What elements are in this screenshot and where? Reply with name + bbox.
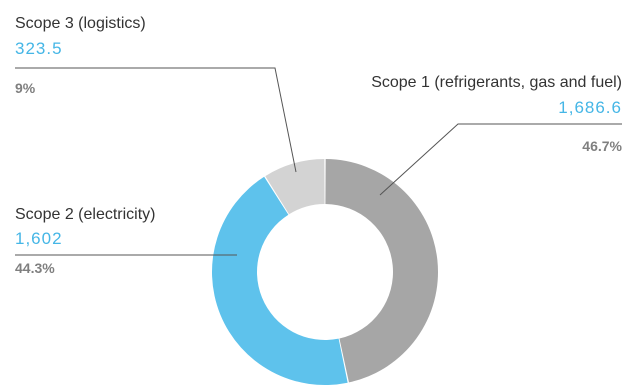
slice-label-scope-3: Scope 3 (logistics): [15, 15, 146, 32]
slice-percent-scope-2: 44.3%: [15, 260, 55, 276]
slice-value-scope-1: 1,686.6: [558, 98, 622, 117]
slice-label-scope-2: Scope 2 (electricity): [15, 206, 156, 223]
leader-line-scope-3: [15, 67, 297, 173]
slice-scope-1: [325, 159, 439, 383]
slice-label-scope-1: Scope 1 (refrigerants, gas and fuel): [371, 74, 622, 91]
slice-percent-scope-3: 9%: [15, 80, 36, 96]
slice-scope-2: [212, 176, 348, 385]
slice-scope-3: [265, 159, 325, 215]
slice-value-scope-2: 1,602: [15, 229, 63, 248]
slice-percent-scope-1: 46.7%: [582, 138, 622, 154]
leader-line-scope-1: [379, 123, 622, 196]
slice-value-scope-3: 323.5: [15, 39, 63, 58]
